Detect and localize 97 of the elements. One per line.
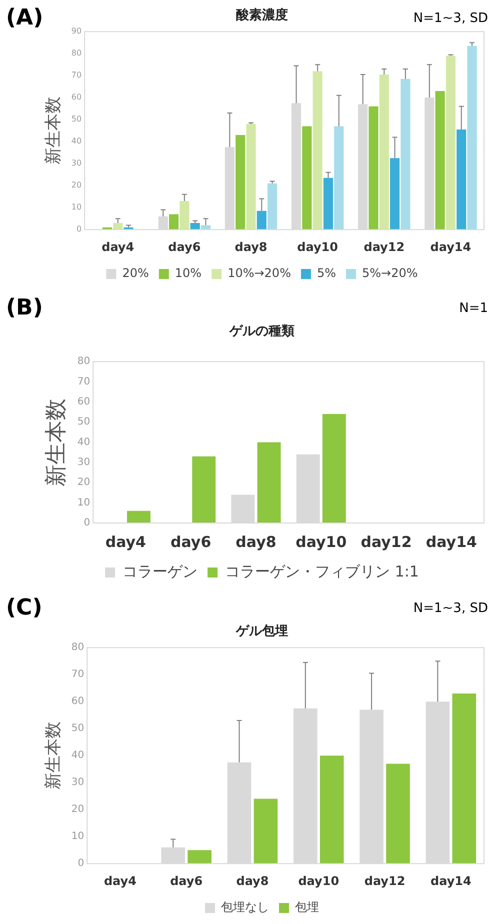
x-tick-label: day10 [298,874,340,888]
bar [188,850,212,864]
x-tick-label: day12 [364,874,406,888]
y-tick-label: 60 [77,396,90,408]
y-tick-label: 90 [71,26,82,36]
y-tick-label: 0 [76,224,82,234]
bar [379,74,389,230]
y-tick-label: 0 [84,518,90,529]
y-axis-title: 新生本数 [44,398,69,486]
bar [113,223,123,230]
bar [452,694,476,864]
x-tick-label: day6 [168,240,201,254]
bar [200,225,211,230]
legend-label: 20% [122,266,149,280]
bar [386,764,410,864]
x-tick-label: day4 [102,240,134,254]
y-tick-label: 20 [71,804,84,816]
legend-label: 5%→20% [362,266,418,280]
x-tick-label: day8 [236,874,269,888]
bar [456,130,466,230]
y-tick-label: 30 [77,457,90,468]
y-tick-label: 30 [71,158,82,168]
text: N=1~3, SD [413,10,488,26]
y-tick-label: 10 [71,831,84,842]
y-tick-label: 70 [71,70,82,80]
bar [302,126,312,230]
chart-title: 酸素濃度 [236,7,288,24]
y-tick-label: 50 [71,114,82,124]
bar [368,106,378,230]
x-tick-label: day6 [170,532,212,551]
x-tick-label: day4 [105,532,146,551]
bar [320,756,344,864]
y-tick-label: 40 [71,136,82,146]
x-tick-label: day8 [236,532,276,551]
legend-label: 包埋なし [221,900,269,914]
bar [467,46,477,230]
legend-label: 10%→20% [228,266,291,280]
y-tick-label: 20 [77,477,90,488]
bar [254,798,278,864]
x-tick-label: day6 [170,874,203,888]
text: (B) [6,296,43,321]
y-tick-label: 60 [71,696,84,708]
bar [390,158,400,230]
legend-label: 包埋 [295,900,319,914]
bar [127,510,150,523]
text: (A) [6,6,44,31]
y-tick-label: 0 [78,858,84,870]
bar [246,124,256,230]
text: N=1 [459,300,488,316]
bar [334,126,344,230]
y-tick-label: 80 [71,48,82,58]
bar [192,456,216,523]
y-tick-label: 20 [71,180,82,190]
text: (C) [6,596,42,621]
y-tick-label: 60 [71,92,82,102]
y-tick-label: 10 [77,497,90,508]
chart-title: ゲル包埋 [235,624,288,640]
bar [323,178,334,230]
y-tick-label: 70 [71,669,84,680]
x-tick-label: day10 [297,240,338,254]
y-tick-label: 10 [71,202,82,212]
bar [435,91,445,230]
y-tick-label: 50 [77,416,90,428]
chart-title: ゲルの種類 [228,324,294,340]
y-tick-label: 30 [71,777,84,788]
x-tick-label: day14 [426,532,477,551]
y-tick-label: 70 [77,376,90,388]
bar [180,201,190,230]
bar [168,214,179,230]
y-axis-title: 新生本数 [44,722,64,790]
legend-label: コラーゲン・フィブリン 1:1 [225,562,419,580]
x-tick-label: day14 [430,874,472,888]
x-tick-label: day10 [296,532,347,551]
bar [268,183,278,230]
bar [257,442,281,523]
bar [400,78,410,230]
x-tick-label: day12 [360,532,412,551]
legend-label: コラーゲン [122,562,198,580]
x-tick-label: day14 [430,240,472,254]
legend-label: 5% [316,266,336,280]
y-tick-label: 80 [77,356,90,368]
y-tick-label: 40 [71,750,84,762]
bar [446,56,456,230]
legend-label: 10% [174,266,202,280]
bar [312,71,322,230]
bar [190,223,200,230]
text: N=1~3, SD [413,600,488,616]
bar [236,135,246,230]
y-tick-label: 50 [71,723,84,734]
bar [322,414,346,523]
x-tick-label: day8 [234,240,268,254]
y-tick-label: 40 [77,436,90,448]
y-tick-label: 80 [71,642,84,654]
bar [256,210,266,230]
x-tick-label: day4 [104,874,136,888]
x-tick-label: day12 [364,240,405,254]
y-axis-title: 新生本数 [44,96,64,165]
